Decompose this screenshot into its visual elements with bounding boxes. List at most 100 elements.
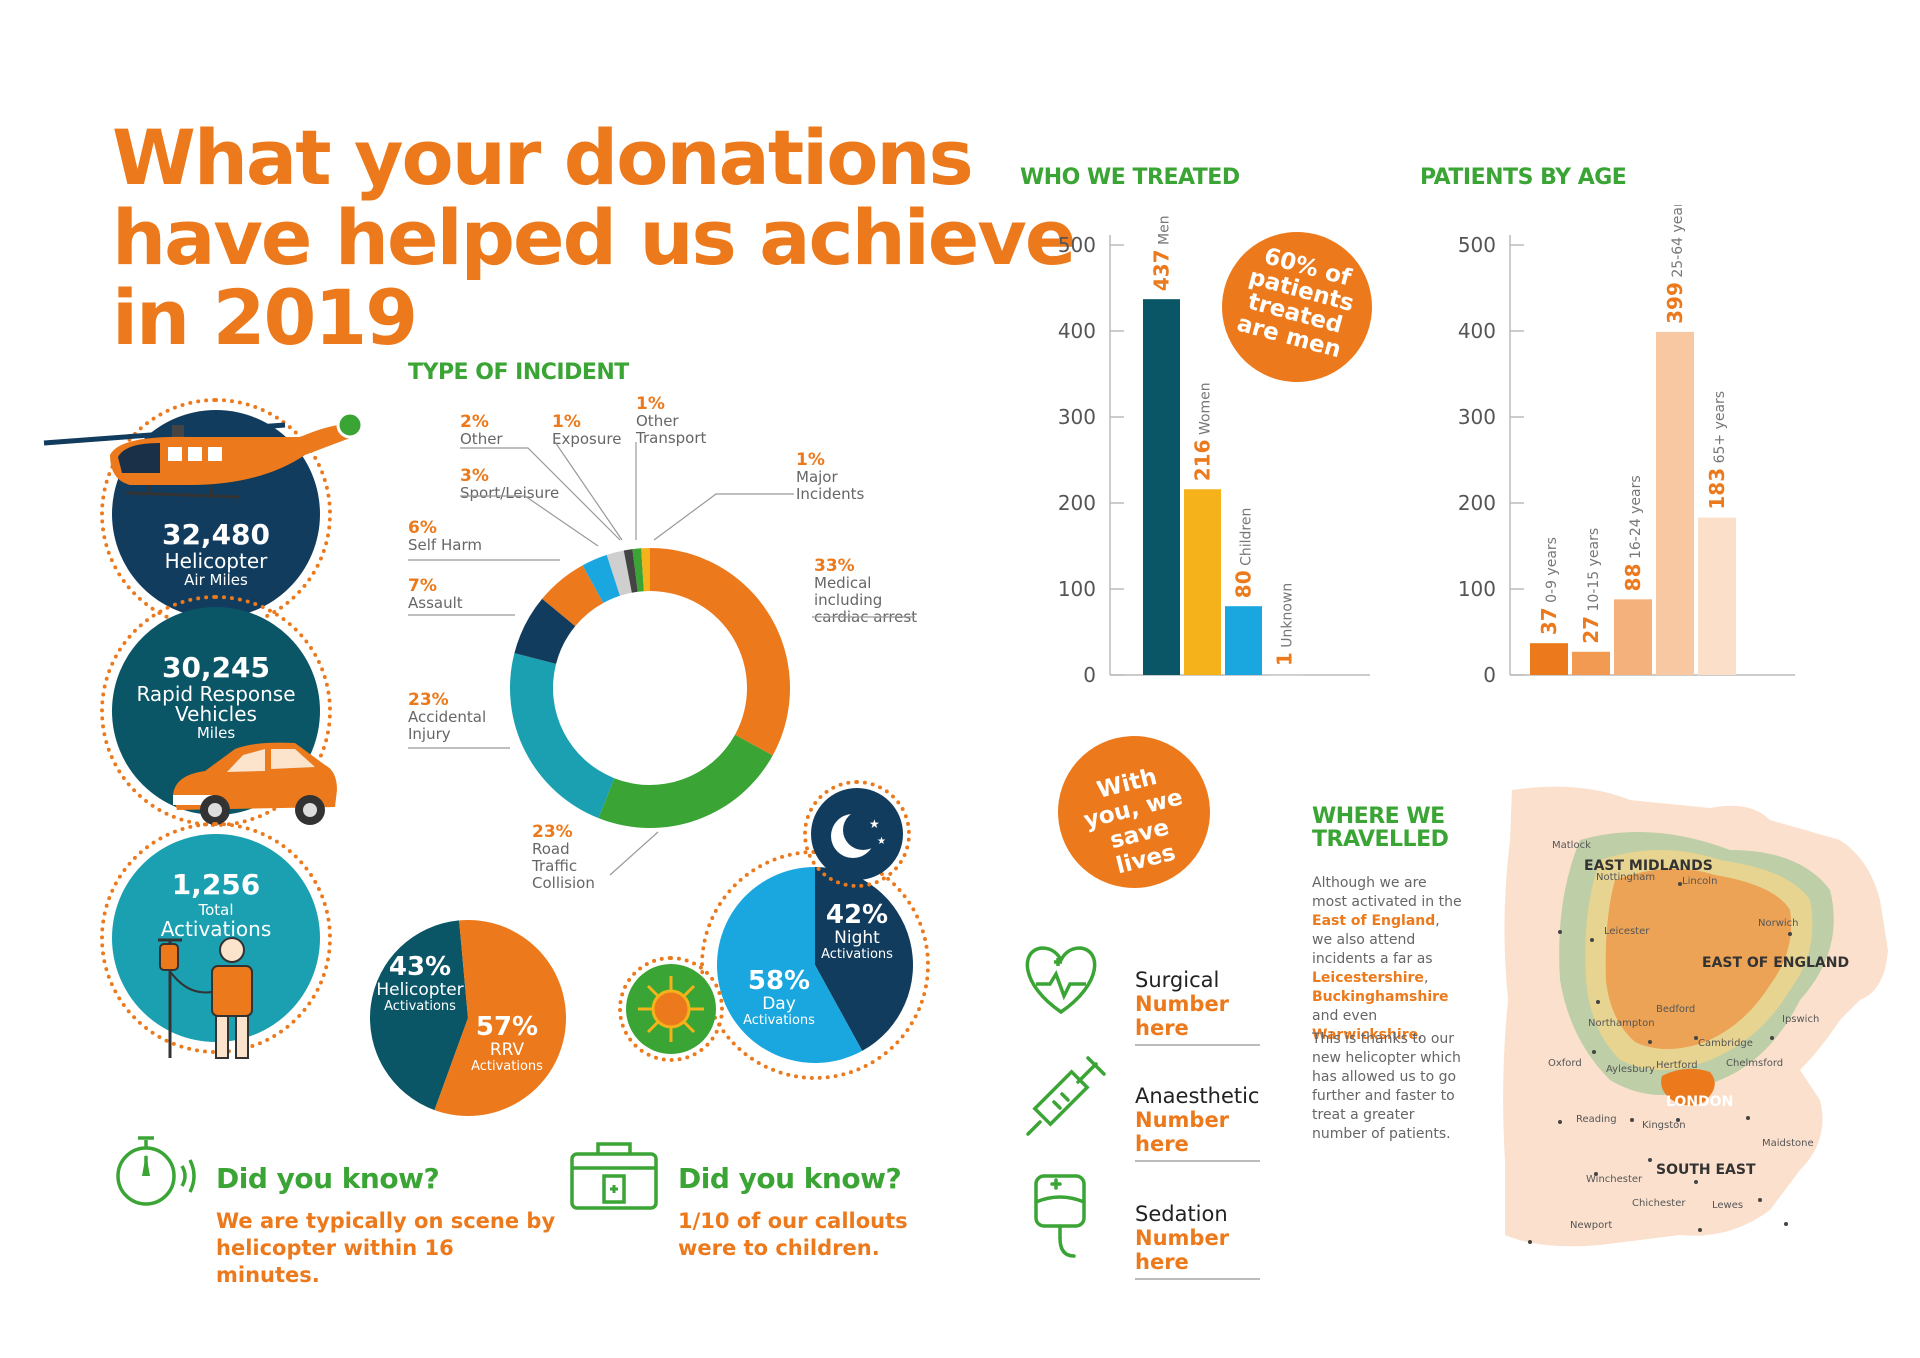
sun-ring xyxy=(618,956,724,1062)
legend-other-transport-pct: 1% xyxy=(636,394,665,414)
anaesthetic-value: Number here xyxy=(1135,1108,1260,1162)
sedation-value: Number here xyxy=(1135,1226,1260,1280)
legend-other-transport: 1% Other Transport xyxy=(636,396,712,447)
legend-other: 2% Other xyxy=(460,414,503,448)
rrv-miles-value: 30,245 xyxy=(161,651,271,684)
town-norwich: Norwich xyxy=(1758,918,1799,929)
pie-rrv-pct: 57% xyxy=(475,1012,539,1042)
town-maidstone: Maidstone xyxy=(1762,1138,1814,1149)
treated-ytick-label-300: 300 xyxy=(1058,405,1096,429)
incident-slice-accidental-injury xyxy=(510,653,615,819)
pie-heli-pct: 43% xyxy=(388,952,452,982)
treated-bar-children xyxy=(1225,606,1262,675)
patients-by-age-bar-chart: 0 100 200 300 400 500 37 0-9 years 27 10-15 yea… xyxy=(1458,205,1795,687)
pie-night-text: 42% Night Activations xyxy=(812,900,902,962)
legend-accidental-label: Accidental Injury xyxy=(408,708,487,743)
legend-sport: 3% Sport/Leisure xyxy=(460,468,559,502)
treated-label-unknown: 1 Unknown xyxy=(1273,583,1297,666)
travel-text-c: , we also attend incidents a far as xyxy=(1312,913,1440,967)
incident-heading: TYPE OF INCIDENT xyxy=(408,360,629,385)
incident-slice-other xyxy=(606,550,632,596)
town-lincoln: Lincoln xyxy=(1682,876,1718,887)
dyk2-text: 1/10 of our callouts were to children. xyxy=(678,1209,908,1260)
age-heading: PATIENTS BY AGE xyxy=(1420,165,1627,190)
heli-miles-value: 32,480 xyxy=(161,518,271,551)
travel-text-buckinghamshire: Buckinghamshire xyxy=(1312,989,1449,1005)
stopwatch-icon xyxy=(116,1136,196,1206)
legend-selfharm-label: Self Harm xyxy=(408,536,482,554)
age-ytick-label-0: 0 xyxy=(1483,663,1496,687)
stat-surgical: Surgical Number here xyxy=(1135,968,1260,1046)
town-kingston: Kingston xyxy=(1642,1120,1686,1131)
travel-text-e: , xyxy=(1423,970,1429,986)
save-lives-text: With you, we save lives xyxy=(1081,763,1186,880)
legend-medical-label: Medical including cardiac arrest xyxy=(814,574,918,626)
patient-icon xyxy=(158,937,253,1059)
legend-exposure-label: Exposure xyxy=(552,430,622,448)
treated-label-women: 216 Women xyxy=(1191,382,1215,481)
town-newport: Newport xyxy=(1570,1220,1613,1231)
town-nottingham: Nottingham xyxy=(1596,872,1656,883)
age-label-25-64-years: 399 25-64 years xyxy=(1663,205,1687,324)
sedation-label: Sedation xyxy=(1135,1202,1228,1226)
heli-miles-sub: Air Miles xyxy=(184,571,248,589)
pie-rrv-label-2: Activations xyxy=(471,1059,543,1074)
legend-accidental-pct: 23% xyxy=(408,690,449,710)
treated-ytick-label-400: 400 xyxy=(1058,319,1096,343)
age-ytick-label-100: 100 xyxy=(1458,577,1496,601)
region-london: LONDON xyxy=(1666,1094,1734,1110)
town-ipswich: Ipswich xyxy=(1782,1014,1820,1025)
age-bar-0-9-years xyxy=(1530,643,1568,675)
syringe-icon xyxy=(1026,1056,1106,1136)
heart-pulse-icon xyxy=(1025,946,1097,1015)
region-south-east: SOUTH EAST xyxy=(1656,1162,1756,1178)
day-night-pie-chart xyxy=(716,867,913,1063)
age-label-0-9-years: 37 0-9 years xyxy=(1537,537,1561,635)
incident-slice-major-incidents xyxy=(641,548,650,592)
treated-bar-men xyxy=(1143,299,1180,675)
incident-slice-road-traffic-collision xyxy=(598,734,773,828)
legend-major-label: Major Incidents xyxy=(796,468,865,503)
legend-rtc-label: Road Traffic Collision xyxy=(532,840,595,892)
age-ytick-label-200: 200 xyxy=(1458,491,1496,515)
dyk1-heading: Did you know? xyxy=(216,1162,440,1195)
incident-slice-medical-including-cardiac-arrest xyxy=(650,548,790,756)
legend-accidental: 23% Accidental Injury xyxy=(408,690,487,743)
legend-selfharm: 6% Self Harm xyxy=(408,520,482,554)
activations-label-1: Total xyxy=(198,901,234,919)
age-ytick-label-400: 400 xyxy=(1458,319,1496,343)
pie-night-label-2: Activations xyxy=(821,947,893,962)
treated-ytick-label-0: 0 xyxy=(1083,663,1096,687)
town-aylesbury: Aylesbury xyxy=(1606,1064,1655,1075)
age-bar-16-24-years xyxy=(1614,599,1652,675)
pie-day-label-2: Activations xyxy=(743,1013,815,1028)
iv-bag-icon xyxy=(1034,1174,1086,1258)
helicopter-icon xyxy=(43,411,364,499)
treated-label-men: 437 Men xyxy=(1150,215,1174,291)
stat-sedation: Sedation Number here xyxy=(1135,1202,1260,1280)
anaesthetic-label: Anaesthetic xyxy=(1135,1084,1260,1108)
age-label-16-24-years: 88 16-24 years xyxy=(1621,475,1645,591)
daynight-slice-night-activations xyxy=(815,867,913,1051)
town-bedford: Bedford xyxy=(1656,1004,1696,1015)
incident-donut-chart xyxy=(510,548,790,828)
treated-ytick-label-100: 100 xyxy=(1058,577,1096,601)
pie-heli-text: 43% Helicopter Activations xyxy=(370,952,470,1014)
travel-text-warwickshire: Warwickshire xyxy=(1312,1027,1419,1043)
dyk1-text: We are typically on scene by helicopter … xyxy=(216,1209,556,1287)
daynight-slice-day-activations xyxy=(716,867,863,1063)
travel-paragraph-2: This is thanks to our new helicopter whi… xyxy=(1312,1031,1461,1142)
legend-other-pct: 2% xyxy=(460,412,489,432)
age-bar-10-15-years xyxy=(1572,651,1610,675)
region-east-midlands: EAST MIDLANDS xyxy=(1584,858,1713,874)
pie-night-label: Night xyxy=(834,928,880,948)
treated-heading: WHO WE TREATED xyxy=(1020,165,1240,190)
activation-slice-rrv-activations xyxy=(434,920,566,1116)
region-map xyxy=(1503,786,1888,1247)
legend-rtc-pct: 23% xyxy=(532,822,573,842)
town-chelmsford: Chelmsford xyxy=(1726,1058,1784,1069)
save-lives-circle: With you, we save lives xyxy=(1041,719,1227,905)
moon-icon: ★ ★ xyxy=(811,788,903,880)
town-reading: Reading xyxy=(1576,1114,1617,1125)
travel-heading: WHERE WE TRAVELLED xyxy=(1312,804,1449,852)
